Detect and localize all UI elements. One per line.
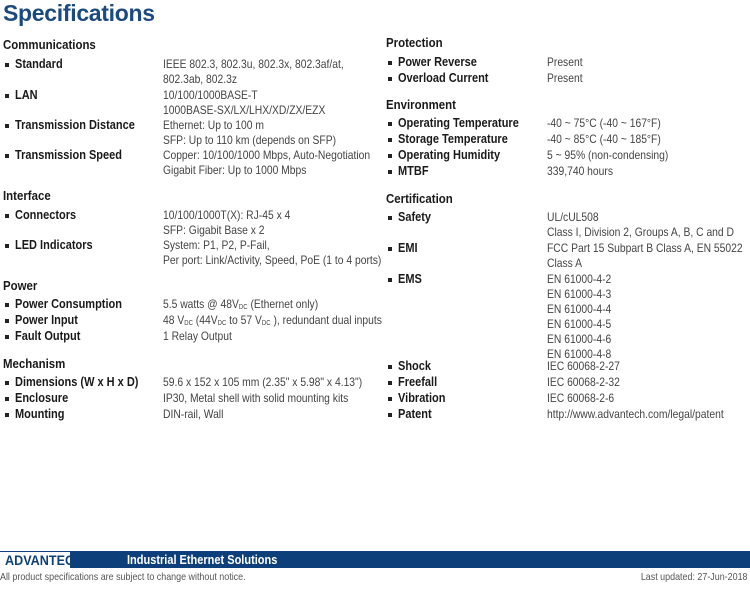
spec-label-overload-current: Overload Current (398, 71, 489, 85)
spec-value-transmission-speed: Copper: 10/100/1000 Mbps, Auto-Negotiati… (163, 148, 371, 177)
spec-label-shock: Shock (398, 359, 432, 373)
spec-value-power-reverse: Present (547, 55, 583, 69)
spec-value-overload-current: Present (547, 71, 583, 85)
bullet-icon (5, 381, 9, 385)
spec-value-operating-temperature: -40 ~ 75°C (-40 ~ 167°F) (547, 116, 661, 130)
bullet-icon (388, 154, 392, 158)
section-heading-communications: Communications (3, 37, 96, 52)
spec-label-power-input: Power Input (15, 313, 78, 327)
spec-value-ems: EN 61000-4-2 EN 61000-4-3 EN 61000-4-4 EN 6… (547, 272, 612, 361)
section-heading-protection: Protection (386, 35, 443, 50)
bullet-icon (5, 214, 9, 218)
section-heading-certification: Certification (386, 191, 453, 206)
spec-label-safety: Safety (398, 210, 432, 224)
spec-label-patent: Patent (398, 407, 432, 421)
spec-label-mtbf: MTBF (398, 164, 429, 178)
section-heading-mechanism: Mechanism (3, 356, 66, 371)
spec-label-standard: Standard (15, 57, 63, 71)
bullet-icon (388, 61, 392, 65)
spec-value-freefall: IEC 60068-2-32 (547, 375, 620, 389)
bullet-icon (5, 154, 9, 158)
spec-value-fault-output: 1 Relay Output (163, 329, 232, 343)
footer-bar-text: Industrial Ethernet Solutions (127, 553, 278, 567)
section-heading-power: Power (3, 278, 38, 293)
spec-label-emi: EMI (398, 241, 418, 255)
advantech-logo: ADVANTECH (5, 552, 84, 568)
spec-value-emi: FCC Part 15 Subpart B Class A, EN 55022 C… (547, 241, 743, 270)
bullet-icon (5, 397, 9, 401)
spec-label-enclosure: Enclosure (15, 391, 69, 405)
bullet-icon (5, 244, 9, 248)
spec-label-operating-temperature: Operating Temperature (398, 116, 519, 130)
spec-label-dimensions-w-x-h-x-d: Dimensions (W x H x D) (15, 375, 139, 389)
bullet-icon (5, 413, 9, 417)
spec-label-connectors: Connectors (15, 208, 77, 222)
section-heading-interface: Interface (3, 188, 51, 203)
section-heading-environment: Environment (386, 97, 456, 112)
spec-label-led-indicators: LED Indicators (15, 238, 93, 252)
bullet-icon (5, 303, 9, 307)
bullet-icon (5, 319, 9, 323)
spec-label-vibration: Vibration (398, 391, 446, 405)
spec-label-freefall: Freefall (398, 375, 438, 389)
bullet-icon (388, 278, 392, 282)
bullet-icon (388, 413, 392, 417)
spec-value-storage-temperature: -40 ~ 85°C (-40 ~ 185°F) (547, 132, 661, 146)
page-title: Specifications (3, 0, 155, 26)
bullet-icon (388, 138, 392, 142)
bullet-icon (388, 397, 392, 401)
spec-value-power-consumption: 5.5 watts @ 48VDC (Ethernet only) (163, 297, 319, 311)
spec-value-mounting: DIN-rail, Wall (163, 407, 224, 421)
spec-value-connectors: 10/100/1000T(X): RJ-45 x 4 SFP: Gigabit B… (163, 208, 291, 237)
footer-bar (70, 551, 750, 568)
spec-label-transmission-distance: Transmission Distance (15, 118, 135, 132)
spec-value-operating-humidity: 5 ~ 95% (non-condensing) (547, 148, 669, 162)
last-updated: Last updated: 27-Jun-2018 (641, 571, 748, 583)
disclaimer: All product specifications are subject t… (0, 571, 246, 583)
spec-value-patent: http://www.advantech.com/legal/patent (547, 407, 724, 421)
bullet-icon (388, 216, 392, 220)
spec-label-power-reverse: Power Reverse (398, 55, 477, 69)
bullet-icon (5, 63, 9, 67)
bullet-icon (388, 122, 392, 126)
spec-value-vibration: IEC 60068-2-6 (547, 391, 615, 405)
spec-value-enclosure: IP30, Metal shell with solid mounting ki… (163, 391, 349, 405)
bullet-icon (388, 247, 392, 251)
bullet-icon (5, 335, 9, 339)
bullet-icon (388, 77, 392, 81)
spec-label-mounting: Mounting (15, 407, 65, 421)
spec-value-transmission-distance: Ethernet: Up to 100 m SFP: Up to 110 km (… (163, 118, 337, 147)
bullet-icon (388, 381, 392, 385)
spec-label-storage-temperature: Storage Temperature (398, 132, 508, 146)
spec-value-mtbf: 339,740 hours (547, 164, 613, 178)
spec-label-fault-output: Fault Output (15, 329, 81, 343)
spec-value-safety: UL/cUL508 Class I, Division 2, Groups A, … (547, 210, 734, 239)
bullet-icon (5, 124, 9, 128)
bullet-icon (388, 170, 392, 174)
spec-label-lan: LAN (15, 88, 38, 102)
bullet-icon (388, 365, 392, 369)
spec-label-power-consumption: Power Consumption (15, 297, 122, 311)
spec-value-dimensions-w-x-h-x-d: 59.6 x 152 x 105 mm (2.35" x 5.98" x 4.1… (163, 375, 363, 389)
spec-value-shock: IEC 60068-2-27 (547, 359, 620, 373)
spec-label-operating-humidity: Operating Humidity (398, 148, 501, 162)
spec-label-transmission-speed: Transmission Speed (15, 148, 122, 162)
spec-value-led-indicators: System: P1, P2, P-Fail, Per port: Link/Ac… (163, 238, 382, 267)
spec-value-lan: 10/100/1000BASE-T 1000BASE-SX/LX/LHX/XD/Z… (163, 88, 326, 117)
bullet-icon (5, 94, 9, 98)
spec-value-power-input: 48 VDC (44VDC to 57 VDC ), redundant dua… (163, 313, 382, 327)
spec-label-ems: EMS (398, 272, 422, 286)
spec-value-standard: IEEE 802.3, 802.3u, 802.3x, 802.3af/at, 8… (163, 57, 344, 86)
